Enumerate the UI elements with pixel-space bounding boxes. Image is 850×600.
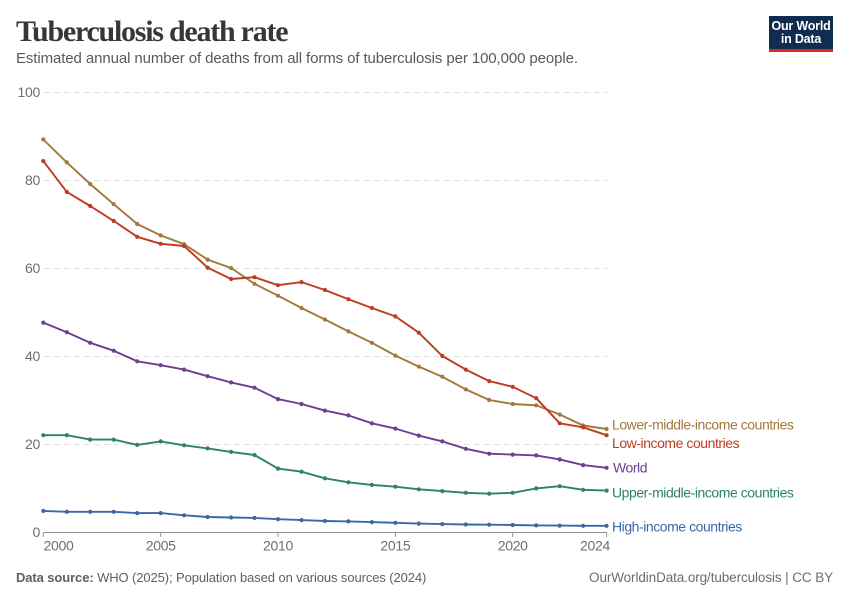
svg-text:2005: 2005	[146, 538, 176, 554]
svg-text:Lower-middle-income countries: Lower-middle-income countries	[612, 417, 794, 433]
svg-text:2015: 2015	[380, 538, 410, 554]
svg-text:2024: 2024	[580, 538, 610, 554]
svg-text:World: World	[613, 460, 647, 476]
svg-text:0: 0	[33, 524, 41, 540]
svg-text:2000: 2000	[44, 538, 74, 554]
svg-text:40: 40	[25, 348, 40, 364]
svg-text:60: 60	[25, 260, 40, 276]
svg-text:Upper-middle-income countries: Upper-middle-income countries	[612, 484, 794, 500]
svg-text:Low-income countries: Low-income countries	[612, 435, 740, 451]
svg-text:100: 100	[18, 84, 41, 100]
svg-text:2020: 2020	[498, 538, 528, 554]
svg-text:2010: 2010	[263, 538, 293, 554]
svg-text:20: 20	[25, 436, 40, 452]
svg-text:80: 80	[25, 172, 40, 188]
svg-text:High-income countries: High-income countries	[612, 519, 742, 535]
